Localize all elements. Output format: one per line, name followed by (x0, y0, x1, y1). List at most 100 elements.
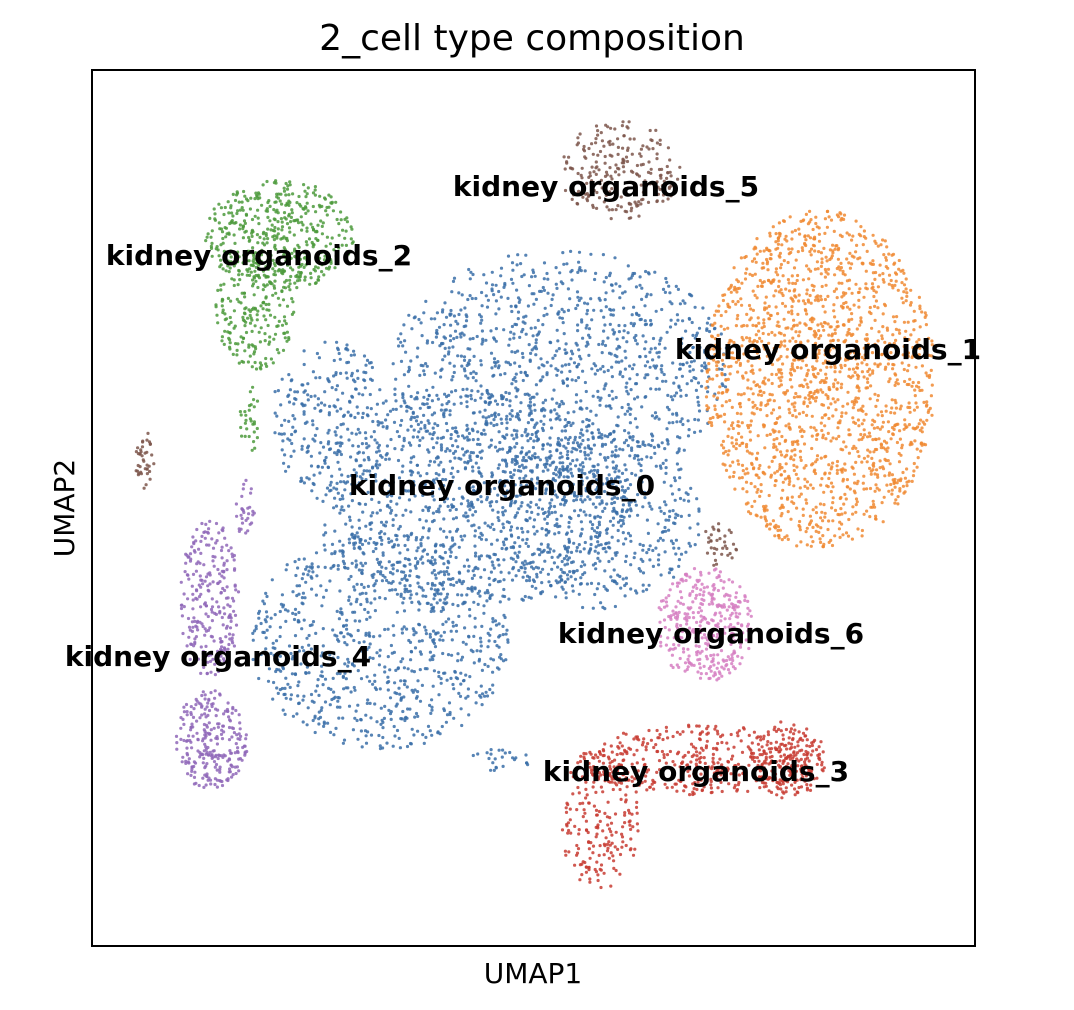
data-point (513, 376, 517, 380)
data-point (504, 537, 509, 541)
data-point (788, 411, 792, 415)
data-point (341, 414, 346, 418)
data-point (819, 298, 824, 302)
data-point (596, 463, 600, 467)
data-point (842, 502, 846, 506)
data-point (415, 463, 419, 467)
data-point (321, 627, 325, 631)
data-point (555, 449, 559, 453)
data-point (466, 586, 470, 591)
data-point (315, 496, 319, 500)
data-point (431, 638, 435, 642)
data-point (328, 489, 332, 493)
data-point (698, 345, 702, 350)
data-point (687, 513, 691, 518)
data-point (838, 419, 842, 423)
data-point (402, 488, 406, 492)
data-point (805, 413, 809, 417)
data-point (804, 309, 808, 313)
data-point (519, 262, 523, 266)
data-point (573, 577, 578, 581)
data-point (565, 262, 569, 266)
data-point (327, 428, 331, 432)
data-point (360, 745, 364, 749)
data-point (342, 635, 346, 639)
data-point (862, 229, 867, 233)
data-point (838, 496, 842, 501)
data-point (284, 696, 288, 700)
data-point (511, 567, 515, 571)
data-point (615, 582, 619, 586)
data-point (579, 269, 583, 273)
data-point (589, 409, 593, 413)
data-point (373, 475, 377, 479)
data-point (281, 665, 285, 669)
data-point (851, 367, 856, 371)
data-point (747, 398, 751, 402)
data-point (574, 379, 578, 383)
data-point (863, 433, 867, 437)
data-point (561, 570, 565, 574)
data-point (616, 496, 620, 500)
data-point (566, 438, 571, 442)
data-point (733, 285, 737, 289)
data-point (490, 593, 494, 597)
data-point (399, 404, 403, 408)
data-point (673, 479, 677, 483)
data-point (350, 561, 354, 565)
data-point (324, 493, 328, 497)
data-point (597, 523, 602, 527)
data-point (649, 318, 653, 323)
data-point (890, 398, 894, 402)
data-point (525, 761, 529, 765)
data-point (824, 413, 828, 417)
data-point (556, 368, 560, 372)
data-point (423, 482, 427, 487)
data-point (497, 563, 501, 567)
data-point (745, 490, 749, 494)
data-point (532, 302, 536, 306)
data-point (480, 500, 484, 504)
data-point (450, 390, 454, 394)
data-point (894, 327, 899, 331)
data-point (463, 626, 467, 630)
data-point (756, 316, 760, 320)
data-point (428, 635, 432, 639)
data-point (706, 390, 710, 394)
data-point (387, 492, 392, 497)
data-point (679, 420, 683, 424)
data-point (668, 509, 672, 513)
data-point (338, 511, 342, 515)
data-point (571, 421, 575, 425)
data-point (465, 428, 469, 432)
data-point (649, 347, 653, 351)
data-point (819, 421, 823, 425)
data-point (509, 501, 513, 505)
data-point (727, 427, 731, 431)
data-point (787, 281, 791, 285)
data-point (851, 512, 855, 516)
data-point (570, 378, 574, 382)
data-point (313, 394, 317, 398)
data-point (319, 654, 323, 658)
data-point (896, 502, 900, 506)
data-point (376, 570, 380, 574)
data-point (306, 444, 311, 448)
data-point (363, 379, 367, 383)
data-point (360, 542, 365, 547)
data-point (890, 488, 894, 492)
data-point (386, 688, 390, 692)
data-point (412, 415, 417, 420)
data-point (444, 620, 448, 624)
data-point (621, 375, 625, 379)
data-point (784, 287, 788, 291)
data-point (485, 391, 489, 395)
data-point (552, 549, 556, 553)
data-point (485, 599, 489, 603)
data-point (400, 418, 404, 423)
data-point (295, 390, 300, 394)
data-point (500, 397, 504, 401)
data-point (447, 701, 452, 705)
data-point (297, 649, 301, 653)
data-point (819, 483, 823, 487)
